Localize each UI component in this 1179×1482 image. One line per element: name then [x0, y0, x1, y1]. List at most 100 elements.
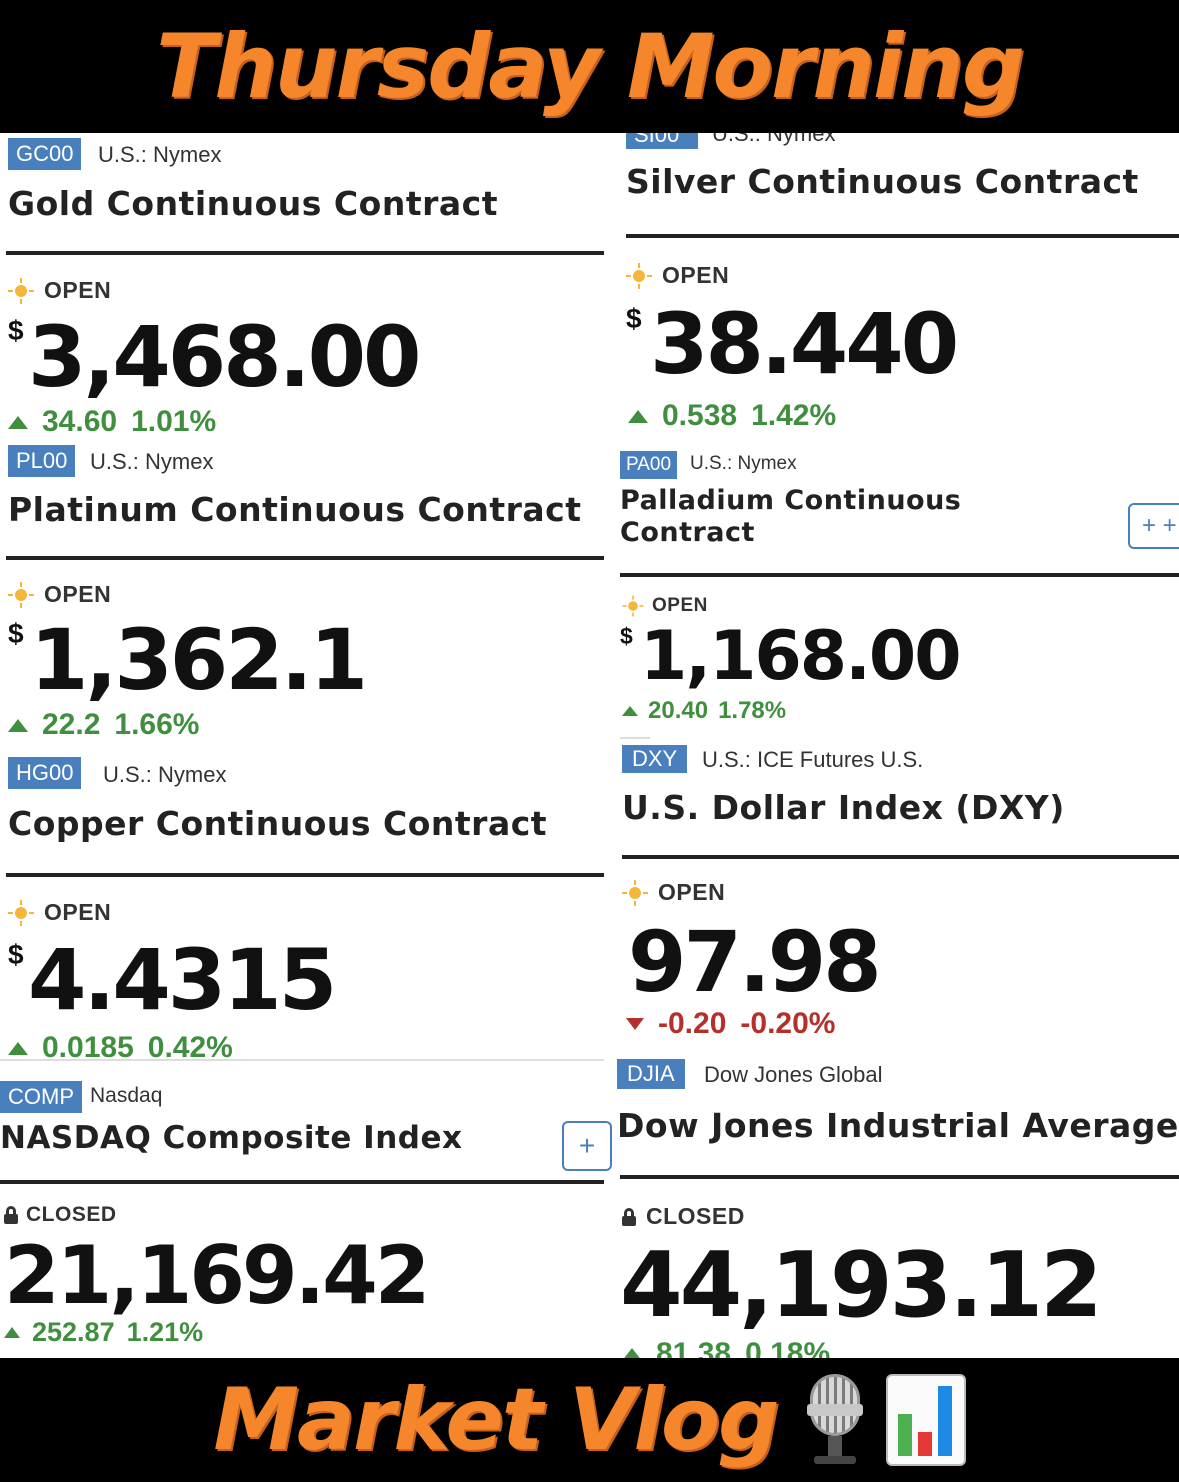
change-percent: 1.01% [131, 405, 217, 438]
up-arrow-icon [622, 706, 638, 716]
divider [620, 737, 650, 739]
sun-icon [8, 581, 34, 608]
market-status: OPEN [626, 262, 729, 289]
up-arrow-icon [8, 415, 28, 429]
instrument-name-copper[interactable]: Copper Continuous Contract [8, 804, 548, 843]
market-status: OPEN [622, 879, 725, 906]
up-arrow-icon [4, 1327, 20, 1338]
up-arrow-icon [8, 718, 28, 732]
price-value: 21,169.42 [4, 1229, 430, 1322]
market-status: OPEN [8, 277, 111, 304]
sun-icon [626, 262, 652, 289]
price-change: 0.538 1.42% [628, 399, 836, 433]
change-percent: 0.18% [745, 1337, 831, 1358]
sun-icon [622, 879, 648, 906]
chart-bar-icon [917, 1432, 932, 1456]
lock-icon [622, 1207, 636, 1226]
quotes-panel: GC00 U.S.: Nymex Gold Continuous Contrac… [0, 133, 1179, 1358]
chart-bar-icon [897, 1414, 912, 1456]
divider [0, 1059, 604, 1061]
sun-icon [622, 595, 644, 617]
lock-icon [4, 1206, 18, 1224]
change-percent: 1.66% [114, 708, 200, 741]
price-change: 81.38 0.18% [622, 1337, 830, 1358]
bottom-banner: Market Vlog [0, 1358, 1179, 1482]
ticker-badge-pl00[interactable]: PL00 [8, 445, 76, 477]
instrument-name-djia[interactable]: Dow Jones Industrial Average [617, 1106, 1179, 1145]
divider [6, 556, 604, 560]
instrument-name-silver[interactable]: Silver Continuous Contract [626, 162, 1139, 201]
price-value: 1,168.00 [640, 617, 962, 696]
change-amount: 20.40 [648, 697, 709, 724]
change-percent: 1.21% [126, 1317, 204, 1347]
change-percent: -0.20% [740, 1007, 836, 1040]
price-value: 4.4315 [28, 931, 337, 1029]
sun-icon [8, 899, 34, 926]
price-value: 97.98 [628, 913, 882, 1011]
status-label: OPEN [44, 277, 112, 303]
status-label: CLOSED [646, 1203, 745, 1229]
price-change: 0.0185 0.42% [8, 1031, 233, 1065]
change-amount: -0.20 [658, 1007, 727, 1040]
mic-stand [827, 1436, 842, 1458]
market-status: CLOSED [4, 1203, 117, 1227]
exchange-label: U.S.: Nymex [98, 142, 222, 167]
up-arrow-icon [8, 1041, 28, 1055]
ticker-badge-comp[interactable]: COMP [0, 1081, 82, 1113]
instrument-name-platinum[interactable]: Platinum Continuous Contract [8, 490, 582, 529]
mic-base [813, 1456, 856, 1464]
up-arrow-icon [628, 409, 648, 423]
divider [6, 873, 604, 877]
divider [626, 234, 1179, 238]
instrument-name-line: Contract [620, 517, 755, 548]
price-change: 252.87 1.21% [4, 1317, 203, 1348]
price-change: 22.2 1.66% [8, 708, 199, 742]
status-label: OPEN [44, 581, 112, 607]
add-to-watchlist-button[interactable]: + [562, 1121, 612, 1171]
instrument-name-dxy[interactable]: U.S. Dollar Index (DXY) [622, 788, 1065, 827]
change-amount: 0.538 [662, 399, 738, 432]
banner-title: Market Vlog [213, 1370, 779, 1470]
exchange-label: U.S.: ICE Futures U.S. [702, 747, 924, 772]
change-percent: 1.78% [718, 697, 787, 724]
sun-icon [8, 277, 34, 304]
price-change: 20.40 1.78% [622, 697, 786, 725]
change-amount: 81.38 [656, 1337, 732, 1358]
change-percent: 1.42% [751, 399, 837, 432]
chart-bar-icon [937, 1386, 952, 1456]
divider [622, 855, 1179, 859]
divider [6, 251, 604, 255]
exchange-label: U.S.: Nymex [103, 762, 227, 787]
currency-symbol: $ [626, 303, 642, 334]
instrument-name-nasdaq[interactable]: NASDAQ Composite Index [0, 1120, 463, 1156]
price-value: 38.440 [650, 295, 959, 393]
ticker-badge-si00[interactable]: SI00 [626, 133, 698, 149]
ticker-badge-hg00[interactable]: HG00 [8, 757, 82, 789]
add-to-watchlist-button[interactable]: + + [1128, 503, 1179, 549]
ticker-badge-gc00[interactable]: GC00 [8, 138, 82, 170]
status-label: OPEN [652, 595, 708, 616]
exchange-label: U.S.: Nymex [712, 133, 836, 146]
price-value: 1,362.1 [30, 611, 368, 709]
ticker-badge-djia[interactable]: DJIA [617, 1059, 685, 1089]
status-label: OPEN [662, 262, 730, 288]
mic-band [806, 1404, 863, 1416]
status-label: OPEN [44, 899, 112, 925]
change-amount: 34.60 [42, 405, 118, 438]
currency-symbol: $ [8, 939, 24, 970]
change-amount: 252.87 [32, 1317, 115, 1347]
change-amount: 0.0185 [42, 1031, 134, 1064]
instrument-name-palladium[interactable]: Palladium Continuous Contract [620, 485, 961, 549]
instrument-name-line: Palladium Continuous [620, 485, 962, 516]
bar-chart-icon [885, 1374, 966, 1466]
instrument-name-gold[interactable]: Gold Continuous Contract [8, 184, 498, 223]
ticker-badge-pa00[interactable]: PA00 [620, 451, 678, 479]
market-status: OPEN [8, 899, 111, 926]
exchange-label: U.S.: Nymex [90, 449, 214, 474]
change-percent: 0.42% [147, 1031, 233, 1064]
currency-symbol: $ [620, 623, 633, 649]
exchange-label: U.S.: Nymex [690, 453, 797, 474]
ticker-badge-dxy[interactable]: DXY [622, 745, 688, 773]
divider [0, 1180, 604, 1184]
status-label: OPEN [658, 879, 726, 905]
